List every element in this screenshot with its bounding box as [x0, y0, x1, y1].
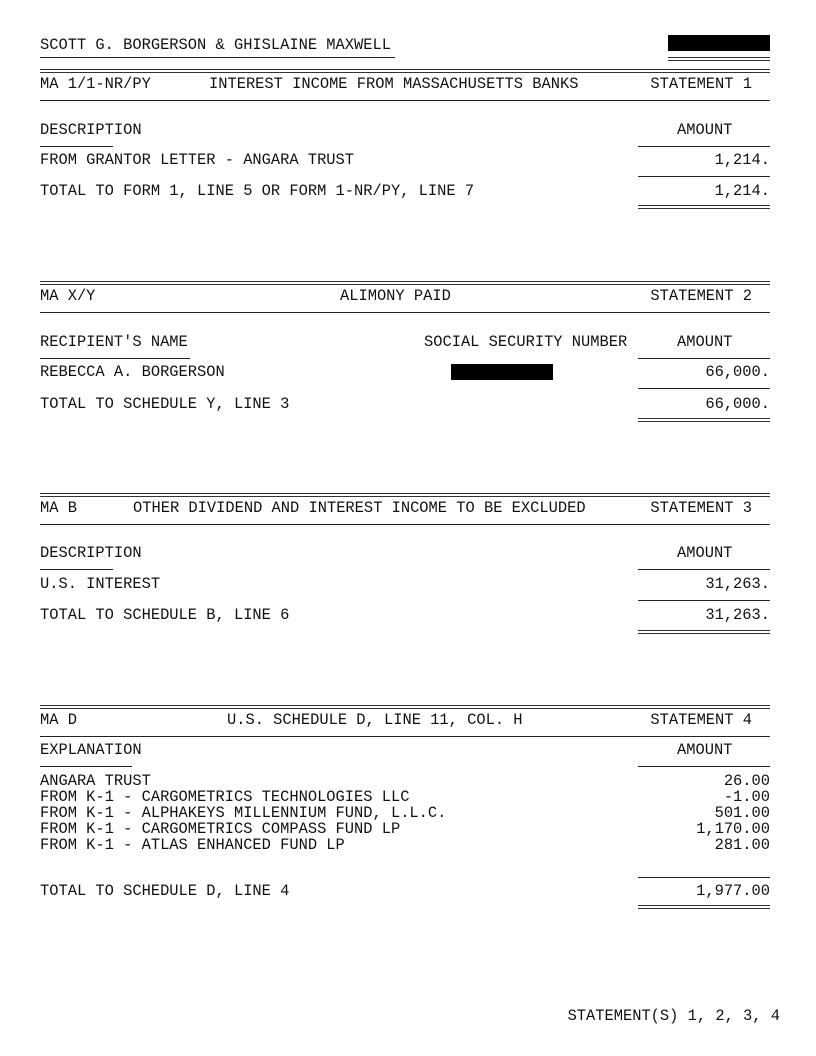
statement-title: OTHER DIVIDEND AND INTEREST INCOME TO BE…	[133, 499, 586, 517]
column-header-explanation: EXPLANATION	[40, 741, 142, 759]
row-amount: 31,263.	[705, 575, 770, 593]
header-rule	[40, 100, 770, 101]
statement-number: STATEMENT 2	[650, 287, 752, 305]
redacted-ssn-header	[668, 35, 770, 51]
total-label: TOTAL TO SCHEDULE D, LINE 4	[40, 882, 290, 900]
row-label: ANGARA TRUST	[40, 772, 151, 790]
row-amount: -1.00	[723, 788, 770, 806]
row-label: U.S. INTEREST	[40, 575, 161, 593]
total-label: TOTAL TO FORM 1, LINE 5 OR FORM 1-NR/PY,…	[40, 182, 475, 200]
column-underline	[40, 146, 113, 147]
column-header-ssn: SOCIAL SECURITY NUMBER	[424, 333, 628, 351]
name-underline	[40, 57, 395, 58]
column-header-recipient: RECIPIENT'S NAME	[40, 333, 188, 351]
total-label: TOTAL TO SCHEDULE Y, LINE 3	[40, 395, 290, 413]
column-header-description: DESCRIPTION	[40, 544, 142, 562]
column-underline	[40, 569, 113, 570]
total-amount: 31,263.	[705, 606, 770, 624]
column-underline	[638, 358, 770, 359]
form-code: MA B	[40, 499, 77, 517]
statement-title: ALIMONY PAID	[340, 287, 451, 305]
header-rule	[40, 736, 770, 737]
subtotal-rule	[638, 388, 770, 389]
statement-title: INTEREST INCOME FROM MASSACHUSETTS BANKS	[209, 75, 579, 93]
row-amount: 26.00	[723, 772, 770, 790]
column-underline	[40, 766, 132, 767]
footer-statement-reference: STATEMENT(S) 1, 2, 3, 4	[567, 1007, 780, 1025]
total-label: TOTAL TO SCHEDULE B, LINE 6	[40, 606, 290, 624]
row-label: FROM GRANTOR LETTER - ANGARA TRUST	[40, 151, 355, 169]
total-double-rule	[638, 630, 770, 634]
total-double-rule	[638, 418, 770, 422]
row-amount: 1,214.	[714, 151, 770, 169]
redaction-double-underline	[668, 57, 770, 61]
total-double-rule	[638, 905, 770, 909]
row-amount: 66,000.	[705, 363, 770, 381]
total-amount: 66,000.	[705, 395, 770, 413]
statement-title: U.S. SCHEDULE D, LINE 11, COL. H	[227, 711, 523, 729]
column-header-amount: AMOUNT	[677, 544, 733, 562]
section-double-rule	[40, 281, 770, 285]
statement-number: STATEMENT 3	[650, 499, 752, 517]
row-amount: 281.00	[714, 836, 770, 854]
subtotal-rule	[638, 877, 770, 878]
section-double-rule	[40, 69, 770, 73]
row-amount: 1,170.00	[696, 820, 770, 838]
form-code: MA X/Y	[40, 287, 96, 305]
subtotal-rule	[638, 600, 770, 601]
total-amount: 1,214.	[714, 182, 770, 200]
row-amount: 501.00	[714, 804, 770, 822]
column-header-amount: AMOUNT	[677, 741, 733, 759]
column-header-description: DESCRIPTION	[40, 121, 142, 139]
row-label: FROM K-1 - CARGOMETRICS TECHNOLOGIES LLC	[40, 788, 410, 806]
row-label: FROM K-1 - CARGOMETRICS COMPASS FUND LP	[40, 820, 401, 838]
column-header-amount: AMOUNT	[677, 121, 733, 139]
column-underline	[40, 358, 190, 359]
row-label: FROM K-1 - ATLAS ENHANCED FUND LP	[40, 836, 345, 854]
section-double-rule	[40, 493, 770, 497]
subtotal-rule	[638, 176, 770, 177]
form-code: MA D	[40, 711, 77, 729]
form-code: MA 1/1-NR/PY	[40, 75, 151, 93]
total-double-rule	[638, 205, 770, 209]
column-underline	[638, 569, 770, 570]
column-header-amount: AMOUNT	[677, 333, 733, 351]
statement-number: STATEMENT 1	[650, 75, 752, 93]
header-rule	[40, 524, 770, 525]
column-underline	[638, 766, 770, 767]
row-label: REBECCA A. BORGERSON	[40, 363, 225, 381]
total-amount: 1,977.00	[696, 882, 770, 900]
redacted-ssn	[451, 364, 553, 380]
column-underline	[638, 146, 770, 147]
row-label: FROM K-1 - ALPHAKEYS MILLENNIUM FUND, L.…	[40, 804, 447, 822]
statement-number: STATEMENT 4	[650, 711, 752, 729]
header-rule	[40, 312, 770, 313]
taxpayer-name: SCOTT G. BORGERSON & GHISLAINE MAXWELL	[40, 36, 391, 54]
section-double-rule	[40, 705, 770, 709]
